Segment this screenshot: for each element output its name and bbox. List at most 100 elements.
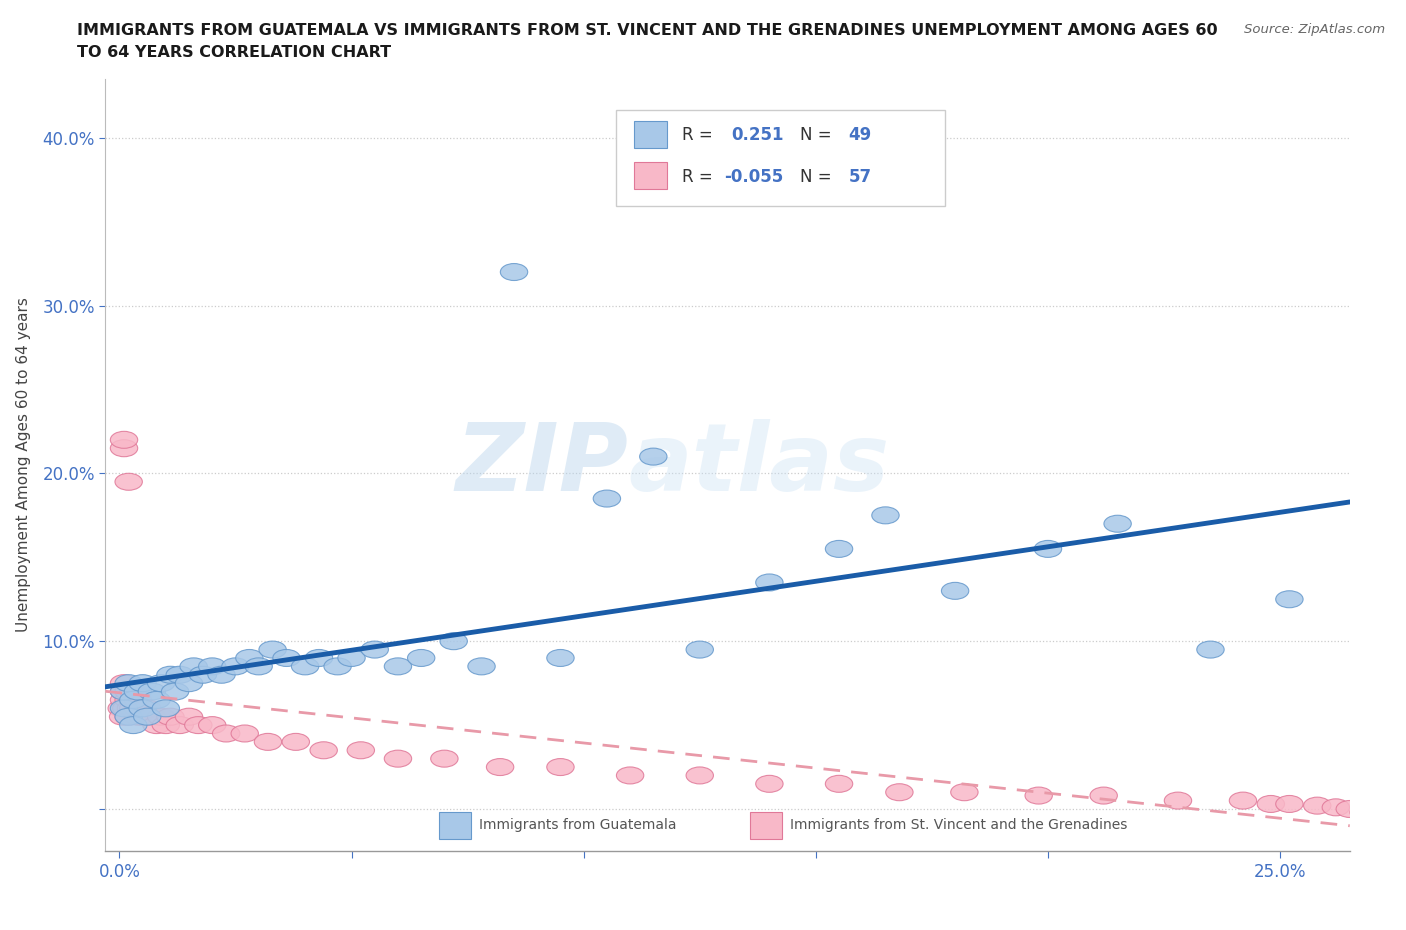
Ellipse shape (134, 709, 160, 725)
Ellipse shape (384, 658, 412, 675)
Ellipse shape (124, 683, 152, 700)
Ellipse shape (156, 666, 184, 684)
Ellipse shape (408, 649, 434, 667)
Ellipse shape (138, 709, 166, 725)
Ellipse shape (1257, 795, 1285, 813)
Ellipse shape (361, 641, 388, 658)
Ellipse shape (115, 709, 142, 725)
FancyBboxPatch shape (439, 813, 471, 839)
Ellipse shape (117, 700, 145, 717)
Ellipse shape (180, 658, 207, 675)
Ellipse shape (384, 751, 412, 767)
Ellipse shape (115, 473, 142, 490)
Ellipse shape (184, 717, 212, 734)
Ellipse shape (347, 742, 374, 759)
Ellipse shape (166, 717, 194, 734)
Ellipse shape (152, 717, 180, 734)
Ellipse shape (129, 674, 156, 692)
Ellipse shape (124, 700, 152, 717)
Ellipse shape (337, 649, 366, 667)
Text: Immigrants from St. Vincent and the Grenadines: Immigrants from St. Vincent and the Gren… (790, 818, 1128, 832)
Ellipse shape (110, 709, 136, 725)
Ellipse shape (112, 700, 141, 717)
Ellipse shape (1229, 792, 1257, 809)
Ellipse shape (198, 717, 226, 734)
Ellipse shape (120, 691, 148, 709)
Text: -0.055: -0.055 (724, 168, 783, 186)
Ellipse shape (593, 490, 620, 507)
Ellipse shape (1197, 641, 1225, 658)
Ellipse shape (134, 700, 160, 717)
FancyBboxPatch shape (749, 813, 782, 839)
Ellipse shape (222, 658, 249, 675)
Ellipse shape (134, 709, 160, 725)
FancyBboxPatch shape (616, 110, 945, 206)
Ellipse shape (115, 691, 142, 709)
Ellipse shape (640, 448, 666, 465)
Ellipse shape (755, 574, 783, 591)
Text: 0.251: 0.251 (731, 126, 783, 144)
Y-axis label: Unemployment Among Ages 60 to 64 years: Unemployment Among Ages 60 to 64 years (17, 298, 31, 632)
Text: 57: 57 (848, 168, 872, 186)
Ellipse shape (686, 641, 713, 658)
Ellipse shape (212, 725, 240, 742)
Ellipse shape (254, 734, 281, 751)
Ellipse shape (148, 674, 174, 692)
Ellipse shape (1303, 797, 1331, 814)
Ellipse shape (501, 263, 527, 281)
Ellipse shape (152, 700, 180, 717)
Text: N =: N = (800, 168, 837, 186)
Ellipse shape (129, 700, 156, 717)
Ellipse shape (825, 540, 852, 557)
Ellipse shape (886, 784, 912, 801)
Ellipse shape (176, 709, 202, 725)
Ellipse shape (468, 658, 495, 675)
Ellipse shape (323, 658, 352, 675)
Ellipse shape (305, 649, 333, 667)
Ellipse shape (686, 767, 713, 784)
Ellipse shape (110, 683, 138, 700)
Ellipse shape (120, 700, 148, 717)
Text: TO 64 YEARS CORRELATION CHART: TO 64 YEARS CORRELATION CHART (77, 45, 391, 60)
Text: atlas: atlas (628, 419, 890, 511)
Ellipse shape (259, 641, 287, 658)
Ellipse shape (115, 683, 142, 700)
Ellipse shape (129, 709, 156, 725)
Ellipse shape (110, 674, 138, 692)
Ellipse shape (1035, 540, 1062, 557)
Ellipse shape (1350, 804, 1378, 821)
Ellipse shape (1090, 787, 1118, 804)
Text: N =: N = (800, 126, 837, 144)
Text: ZIP: ZIP (456, 419, 628, 511)
Ellipse shape (1164, 792, 1192, 809)
Ellipse shape (110, 683, 138, 700)
FancyBboxPatch shape (634, 162, 666, 189)
Ellipse shape (1275, 591, 1303, 607)
Ellipse shape (129, 700, 156, 717)
Ellipse shape (825, 776, 852, 792)
Ellipse shape (120, 691, 148, 709)
Ellipse shape (198, 658, 226, 675)
Text: IMMIGRANTS FROM GUATEMALA VS IMMIGRANTS FROM ST. VINCENT AND THE GRENADINES UNEM: IMMIGRANTS FROM GUATEMALA VS IMMIGRANTS … (77, 23, 1218, 38)
Ellipse shape (1360, 805, 1386, 822)
Ellipse shape (148, 709, 174, 725)
Ellipse shape (236, 649, 263, 667)
Ellipse shape (245, 658, 273, 675)
Ellipse shape (283, 734, 309, 751)
Ellipse shape (616, 767, 644, 784)
Ellipse shape (138, 683, 166, 700)
Ellipse shape (486, 759, 513, 776)
Ellipse shape (108, 700, 135, 717)
Ellipse shape (110, 440, 138, 457)
Ellipse shape (124, 691, 152, 709)
Ellipse shape (115, 709, 142, 725)
Ellipse shape (440, 632, 467, 650)
Text: Immigrants from Guatemala: Immigrants from Guatemala (478, 818, 676, 832)
Ellipse shape (950, 784, 979, 801)
Ellipse shape (430, 751, 458, 767)
Ellipse shape (120, 717, 148, 734)
Ellipse shape (231, 725, 259, 742)
Ellipse shape (1322, 799, 1350, 816)
Text: Source: ZipAtlas.com: Source: ZipAtlas.com (1244, 23, 1385, 36)
Ellipse shape (110, 432, 138, 448)
